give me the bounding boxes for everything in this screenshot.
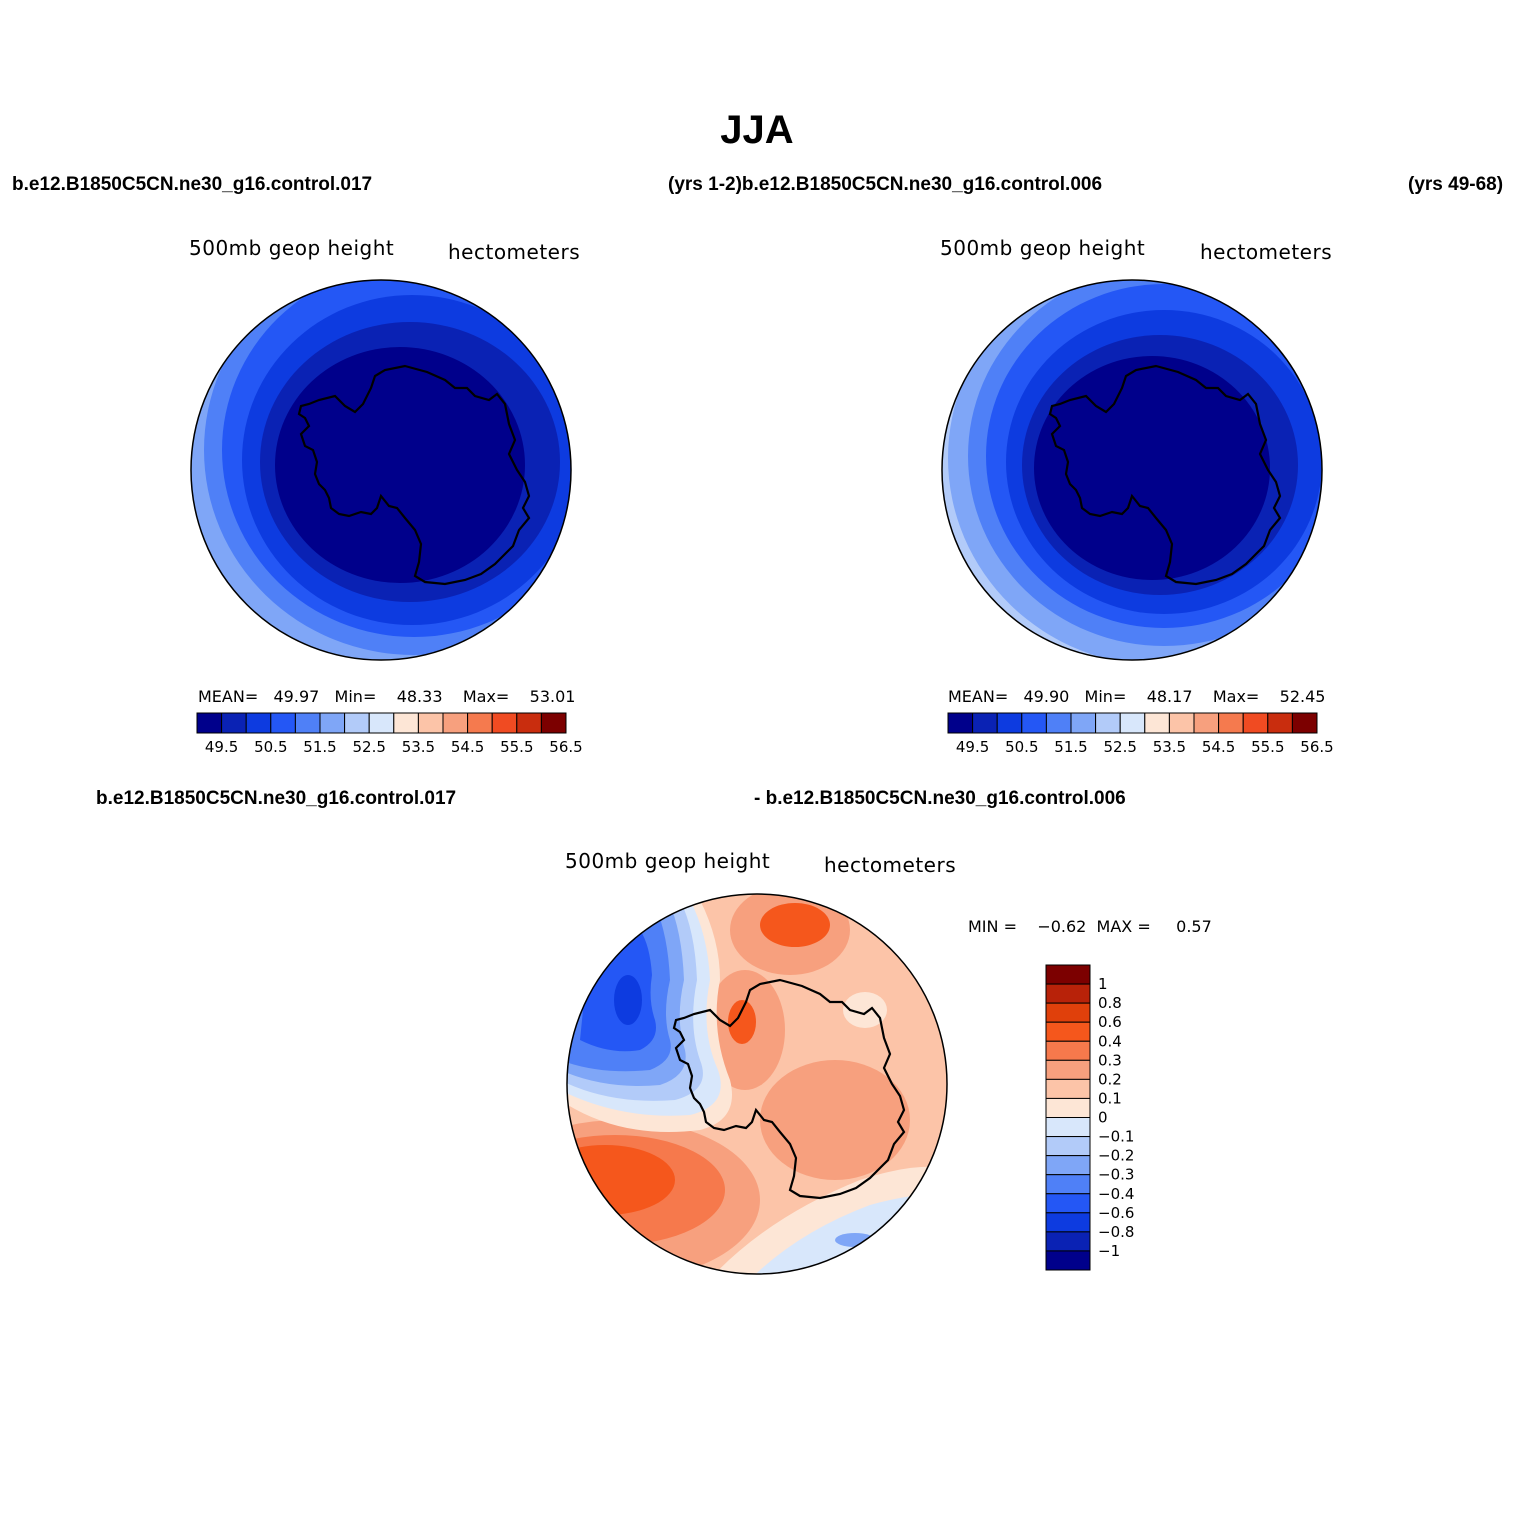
colorbar-tick-label: 51.5 xyxy=(1054,738,1087,756)
colorbar-swatch xyxy=(1267,712,1293,734)
colorbar-tick-label: 0.4 xyxy=(1098,1032,1122,1050)
colorbar-swatch xyxy=(1021,712,1047,734)
case-label-mid: (yrs 1-2)b.e12.B1850C5CN.ne30_g16.contro… xyxy=(668,174,1103,195)
colorbar-swatch xyxy=(393,712,419,734)
case-label-left: b.e12.B1850C5CN.ne30_g16.control.017 xyxy=(12,174,373,195)
panel3-variable: 500mb geop height xyxy=(565,849,771,873)
colorbar-swatch xyxy=(1045,1078,1091,1099)
colorbar-swatch xyxy=(1045,1155,1091,1176)
panel2-stats: MEAN= 49.90 Min= 48.17 Max= 52.45 xyxy=(948,687,1326,706)
colorbar-tick-label: 56.5 xyxy=(549,738,582,756)
colorbar-tick-label: 0.8 xyxy=(1098,994,1122,1012)
colorbar-swatch xyxy=(996,712,1023,734)
colorbar-tick-label: 51.5 xyxy=(303,738,336,756)
colorbar-tick-label: 56.5 xyxy=(1300,738,1333,756)
colorbar-tick-label: −0.6 xyxy=(1098,1204,1134,1222)
colorbar-swatch xyxy=(1193,712,1220,734)
colorbar-tick-label: 55.5 xyxy=(1251,738,1284,756)
panel2-map xyxy=(942,280,1322,660)
colorbar-tick-label: 49.5 xyxy=(956,738,989,756)
colorbar-swatch xyxy=(1291,712,1318,734)
colorbar-tick-label: −0.2 xyxy=(1098,1147,1134,1165)
colorbar-swatch xyxy=(1095,712,1121,734)
colorbar-tick-label: 0 xyxy=(1098,1109,1108,1127)
colorbar-tick-label: −0.4 xyxy=(1098,1185,1134,1203)
colorbar-tick-label: 1 xyxy=(1098,975,1108,993)
colorbar-swatch xyxy=(1242,712,1269,734)
colorbar-swatch xyxy=(1045,1040,1091,1061)
colorbar-tick-label: 49.5 xyxy=(205,738,238,756)
colorbar-swatch xyxy=(516,712,542,734)
colorbar-tick-label: 0.1 xyxy=(1098,1089,1122,1107)
colorbar-tick-label: 0.2 xyxy=(1098,1070,1122,1088)
panel3-colorbar: 10.80.60.40.30.20.1 0−0.1−0.2−0.3−0.4−0.6… xyxy=(1045,964,1134,1271)
panel1-units: hectometers xyxy=(448,240,581,264)
colorbar-swatch xyxy=(1045,1231,1091,1252)
colorbar-swatch xyxy=(1070,712,1097,734)
colorbar-swatch xyxy=(196,712,223,734)
colorbar-swatch xyxy=(1045,1250,1091,1271)
colorbar-swatch xyxy=(344,712,370,734)
colorbar-swatch xyxy=(1045,1097,1091,1118)
colorbar-swatch xyxy=(972,712,998,734)
colorbar-swatch xyxy=(221,712,247,734)
colorbar-swatch xyxy=(1045,1117,1091,1138)
panel1-variable: 500mb geop height xyxy=(189,236,395,260)
colorbar-swatch xyxy=(1045,1174,1091,1195)
panel2-variable: 500mb geop height xyxy=(940,236,1146,260)
colorbar-swatch xyxy=(1218,712,1244,734)
colorbar-tick-label: 52.5 xyxy=(1103,738,1136,756)
colorbar-swatch xyxy=(294,712,321,734)
colorbar-swatch xyxy=(1045,1059,1091,1080)
colorbar-tick-label: 54.5 xyxy=(451,738,484,756)
colorbar-swatch xyxy=(947,712,974,734)
colorbar-swatch xyxy=(270,712,296,734)
colorbar-swatch xyxy=(442,712,469,734)
panel2-units: hectometers xyxy=(1200,240,1333,264)
colorbar-tick-label: 53.5 xyxy=(1153,738,1186,756)
diff-case-label-right: - b.e12.B1850C5CN.ne30_g16.control.006 xyxy=(754,788,1126,809)
colorbar-swatch xyxy=(417,712,444,734)
colorbar-tick-label: 0.3 xyxy=(1098,1051,1122,1069)
colorbar-tick-label: −1 xyxy=(1098,1242,1120,1260)
colorbar-swatch xyxy=(491,712,518,734)
case-label-right: (yrs 49-68) xyxy=(1408,174,1504,195)
colorbar-tick-label: 54.5 xyxy=(1202,738,1235,756)
colorbar-swatch xyxy=(1045,983,1091,1004)
colorbar-swatch xyxy=(1144,712,1170,734)
colorbar-swatch xyxy=(1045,964,1091,985)
colorbar-swatch xyxy=(368,712,395,734)
panel1-stats: MEAN= 49.97 Min= 48.33 Max= 53.01 xyxy=(198,687,576,706)
colorbar-tick-label: 55.5 xyxy=(500,738,533,756)
colorbar-tick-label: −0.8 xyxy=(1098,1223,1134,1241)
colorbar-swatch xyxy=(1168,712,1195,734)
colorbar-swatch xyxy=(1045,1002,1091,1023)
colorbar-tick-label: 52.5 xyxy=(352,738,385,756)
colorbar-swatch xyxy=(1045,1212,1091,1233)
colorbar-swatch xyxy=(319,712,346,734)
colorbar-tick-label: −0.1 xyxy=(1098,1128,1134,1146)
colorbar-swatch xyxy=(1119,712,1146,734)
panel3-stats: MIN = −0.62 MAX = 0.57 xyxy=(968,917,1212,936)
colorbar-tick-label: 50.5 xyxy=(1005,738,1038,756)
colorbar-swatch xyxy=(1045,1193,1091,1214)
diff-case-label-left: b.e12.B1850C5CN.ne30_g16.control.017 xyxy=(96,788,457,809)
panel2-colorbar: 49.5 50.5 51.5 52.5 53.5 54.5 55.5 56.5 xyxy=(947,712,1334,756)
colorbar-tick-label: 50.5 xyxy=(254,738,287,756)
plot-title: JJA xyxy=(720,108,794,152)
colorbar-swatch xyxy=(467,712,493,734)
panel3-units: hectometers xyxy=(824,853,957,877)
colorbar-tick-label: 53.5 xyxy=(402,738,435,756)
colorbar-swatch xyxy=(245,712,272,734)
panel1-map xyxy=(191,280,571,660)
colorbar-tick-label: −0.3 xyxy=(1098,1166,1134,1184)
panel1-colorbar: 49.5 50.5 51.5 52.5 53.5 54.5 55.5 56.5 xyxy=(196,712,583,756)
colorbar-swatch xyxy=(1045,712,1072,734)
colorbar-swatch xyxy=(1045,1021,1091,1042)
colorbar-tick-label: 0.6 xyxy=(1098,1013,1122,1031)
colorbar-swatch xyxy=(1045,1136,1091,1157)
colorbar-swatch xyxy=(540,712,567,734)
